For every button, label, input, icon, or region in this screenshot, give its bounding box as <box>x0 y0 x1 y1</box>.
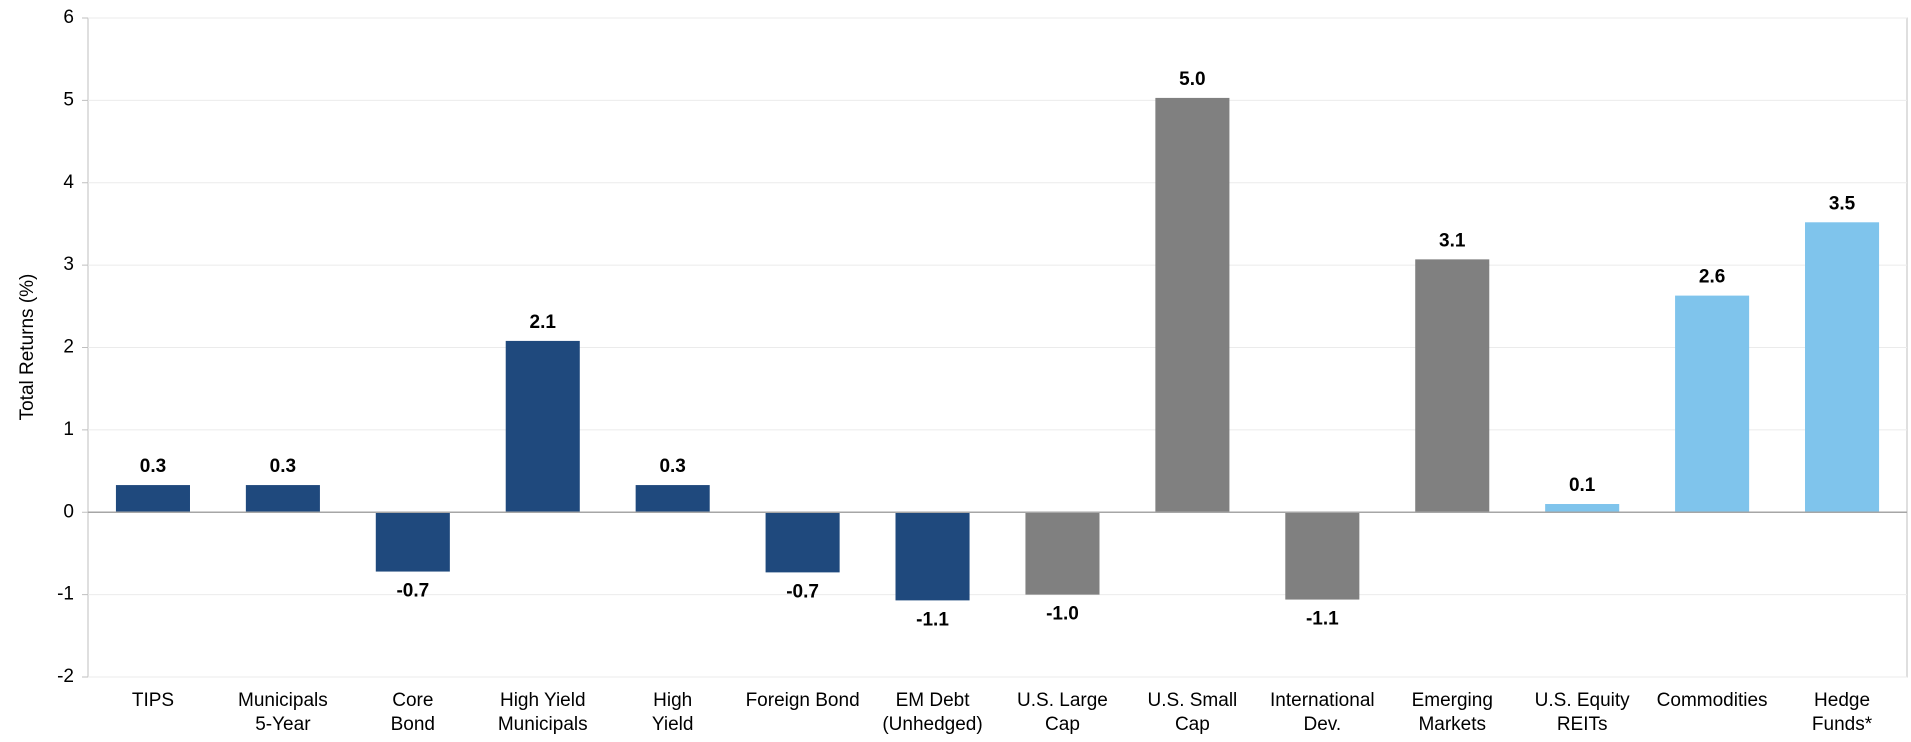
value-label: -1.0 <box>1046 604 1079 625</box>
value-label: -1.1 <box>916 609 949 630</box>
y-tick-label: 0 <box>63 501 74 522</box>
value-label: 2.6 <box>1699 267 1725 288</box>
bar <box>505 340 580 513</box>
bar <box>765 512 840 573</box>
x-tick-label: Emerging <box>1412 690 1493 711</box>
x-tick-label: International <box>1270 690 1375 711</box>
y-tick-label: 5 <box>63 89 74 110</box>
x-tick-label: Markets <box>1418 714 1486 735</box>
x-tick-label: U.S. Equity <box>1535 690 1631 711</box>
y-tick-label: 3 <box>63 254 74 275</box>
x-tick-label: U.S. Large <box>1017 690 1108 711</box>
bar <box>245 485 320 513</box>
value-label: -1.1 <box>1306 609 1339 630</box>
x-tick-label: Foreign Bond <box>746 690 860 711</box>
value-label: 0.3 <box>140 456 166 477</box>
x-tick-label: Funds* <box>1812 714 1873 735</box>
y-tick-label: 4 <box>63 172 74 193</box>
bar <box>115 485 190 513</box>
value-label: 2.1 <box>530 312 557 333</box>
value-label: 0.1 <box>1569 475 1596 496</box>
bar <box>1025 512 1100 595</box>
value-label: 0.3 <box>659 456 685 477</box>
x-tick-label: Hedge <box>1814 690 1870 711</box>
x-tick-label: 5-Year <box>255 714 311 735</box>
y-tick-label: 6 <box>63 7 74 28</box>
y-tick-label: -2 <box>57 666 74 687</box>
x-tick-label: Cap <box>1175 714 1210 735</box>
y-axis-title: Total Returns (%) <box>17 274 38 421</box>
y-tick-label: 2 <box>63 337 74 358</box>
x-tick-label: High Yield <box>500 690 586 711</box>
bar <box>895 512 970 601</box>
bar <box>1805 222 1880 513</box>
y-tick-label: 1 <box>63 419 74 440</box>
value-label: -0.7 <box>786 581 819 602</box>
x-tick-label: Commodities <box>1657 690 1768 711</box>
x-tick-label: Bond <box>391 714 435 735</box>
value-label: -0.7 <box>396 581 429 602</box>
bar <box>375 512 450 572</box>
bar <box>1415 259 1490 513</box>
x-tick-label: Municipals <box>238 690 328 711</box>
value-label: 0.3 <box>270 456 296 477</box>
x-tick-label: High <box>653 690 692 711</box>
bar <box>1155 97 1230 513</box>
bar <box>1285 512 1360 600</box>
x-tick-label: EM Debt <box>896 690 971 711</box>
x-tick-label: REITs <box>1557 714 1608 735</box>
x-tick-label: Municipals <box>498 714 588 735</box>
x-tick-label: TIPS <box>132 690 174 711</box>
bar <box>635 485 710 513</box>
bar <box>1545 504 1620 513</box>
x-tick-label: Cap <box>1045 714 1080 735</box>
x-tick-label: Dev. <box>1303 714 1341 735</box>
x-tick-label: U.S. Small <box>1148 690 1238 711</box>
x-tick-label: (Unhedged) <box>882 714 982 735</box>
value-label: 3.5 <box>1829 193 1856 214</box>
bar <box>1675 295 1750 513</box>
value-label: 3.1 <box>1439 230 1466 251</box>
y-tick-label: -1 <box>57 584 74 605</box>
x-tick-label: Yield <box>652 714 694 735</box>
value-label: 5.0 <box>1179 69 1205 90</box>
x-tick-label: Core <box>392 690 433 711</box>
